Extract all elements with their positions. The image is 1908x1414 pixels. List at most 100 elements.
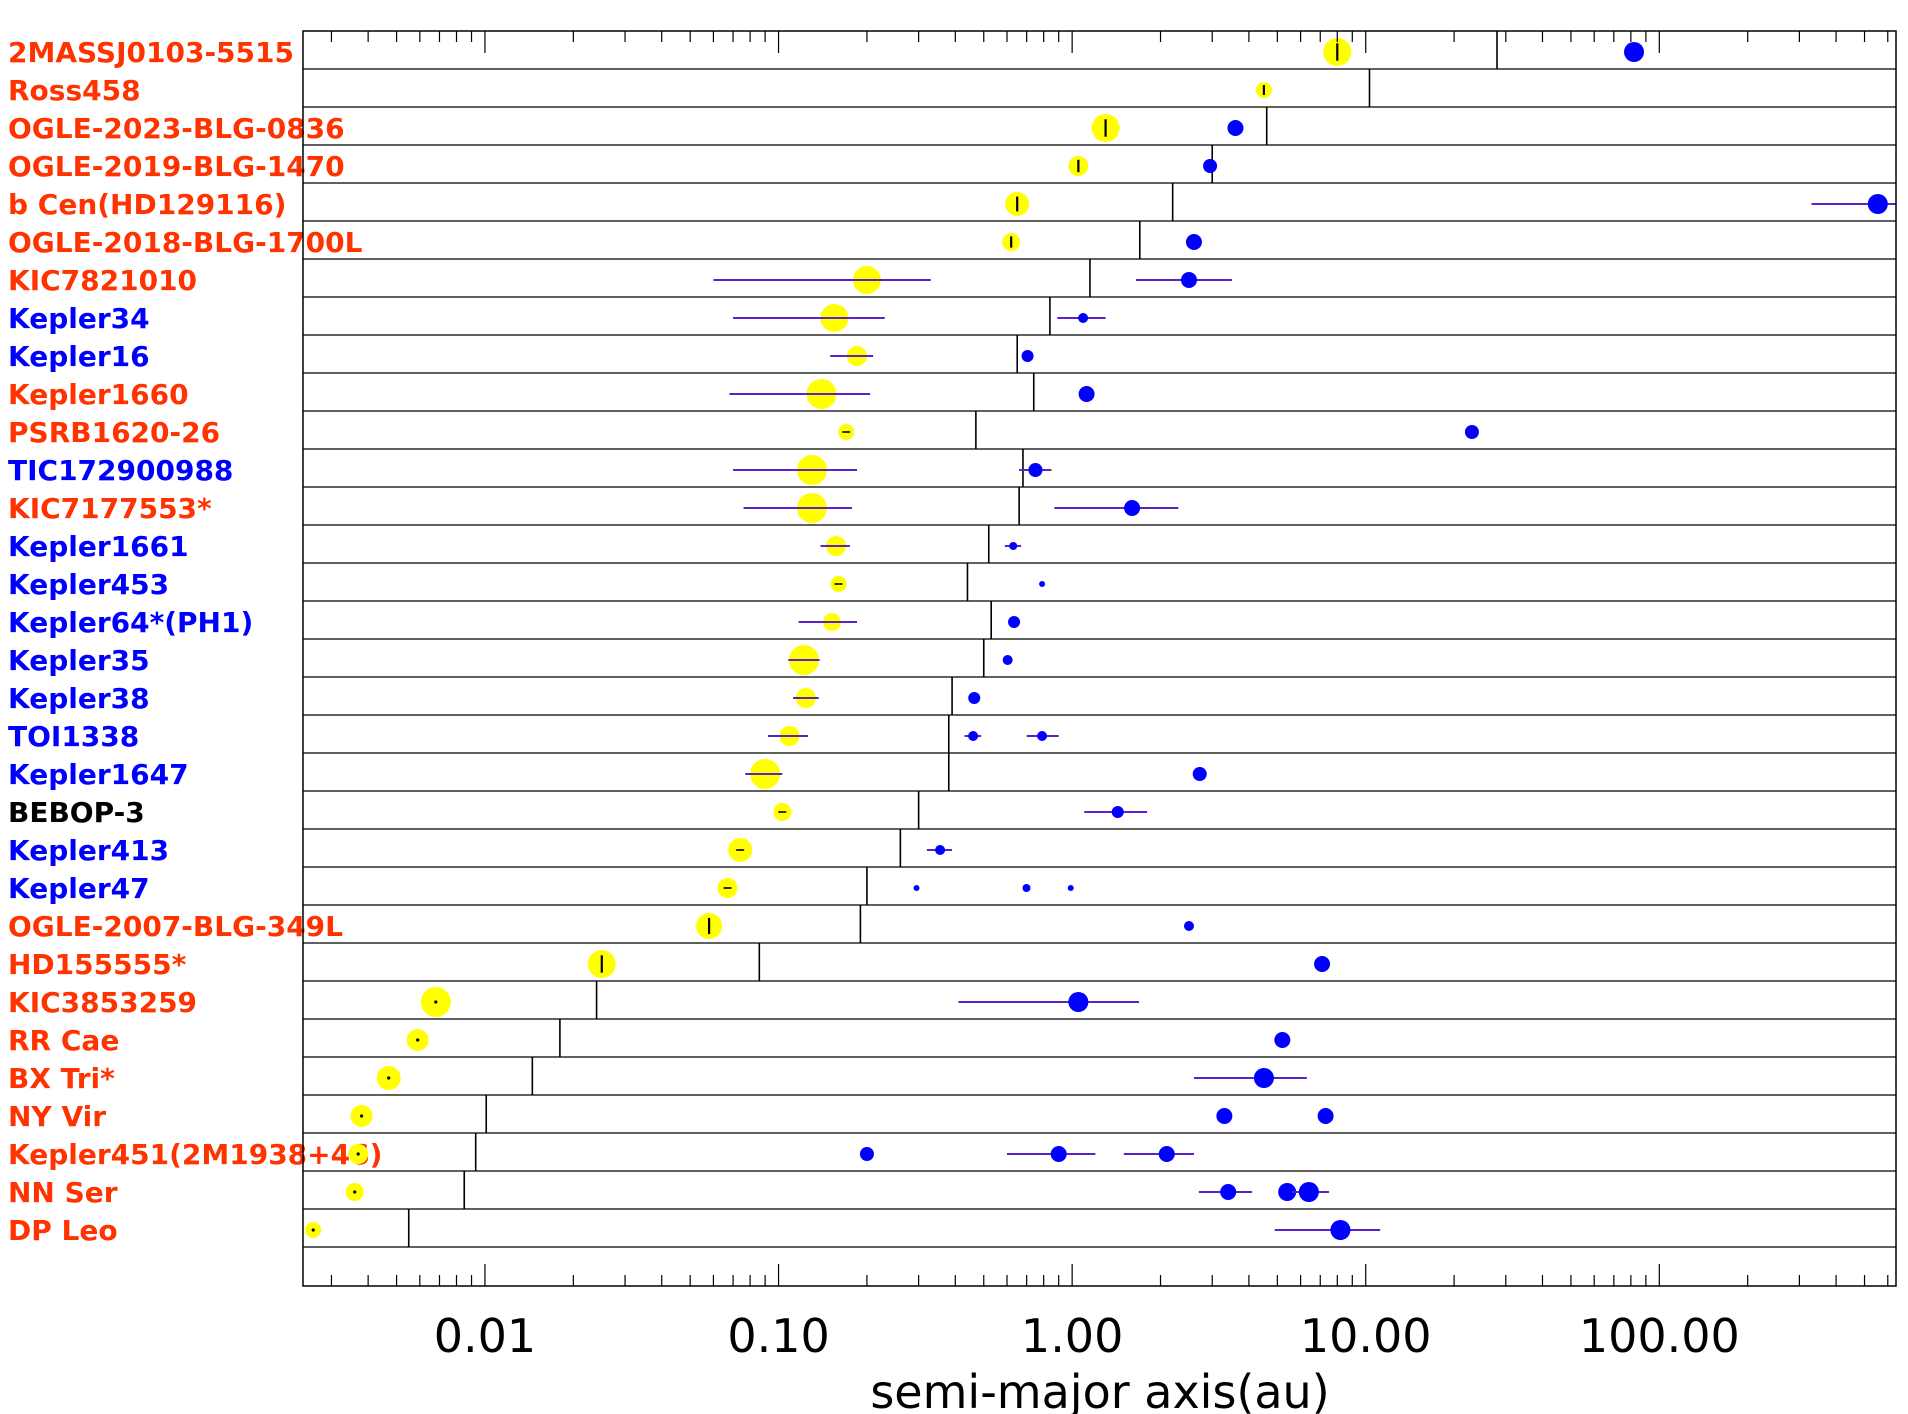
planet-marker <box>1216 1108 1233 1124</box>
planet-marker <box>1624 42 1645 62</box>
planet-marker <box>1002 655 1013 665</box>
star-width-mark <box>311 1228 315 1232</box>
planet-marker <box>1867 194 1888 214</box>
system-row: Kepler47 <box>8 867 1896 906</box>
planet-marker <box>1330 1220 1351 1240</box>
system-row: BX Tri* <box>8 1057 1896 1096</box>
system-row: Kepler16 <box>8 335 1896 374</box>
system-row: Kepler1647 <box>8 753 1896 792</box>
x-axis: 0.01 0.10 1.00 10.00 100.00 <box>330 31 1889 1363</box>
system-label: Kepler413 <box>8 834 169 867</box>
system-label: Kepler35 <box>8 644 150 677</box>
star-width-mark <box>356 1152 360 1156</box>
x-axis-title: semi-major axis(au) <box>870 1365 1329 1414</box>
system-row: KIC7177553* <box>8 487 1896 526</box>
planet-marker <box>1009 542 1018 550</box>
system-label: KIC7177553* <box>8 492 212 525</box>
system-label: Kepler1647 <box>8 758 189 791</box>
planet-marker <box>1183 921 1194 931</box>
system-row: Kepler1660 <box>8 373 1896 412</box>
planet-marker <box>1008 616 1021 628</box>
system-row: OGLE-2023-BLG-0836 <box>8 107 1896 146</box>
system-label: 2MASSJ0103-5515 <box>8 36 294 69</box>
system-row: Kepler35 <box>8 639 1896 678</box>
planet-marker <box>1039 581 1046 587</box>
system-label: PSRB1620-26 <box>8 416 220 449</box>
system-label: Kepler1661 <box>8 530 189 563</box>
system-label: OGLE-2018-BLG-1700L <box>8 226 363 259</box>
system-row: Kepler453 <box>8 563 1896 602</box>
x-tick-label: 0.10 <box>727 1309 829 1363</box>
x-tick-label: 1.00 <box>1021 1309 1123 1363</box>
planet-marker <box>913 885 920 891</box>
system-label: Kepler16 <box>8 340 150 373</box>
planet-marker <box>1111 806 1124 818</box>
planet-marker <box>1028 463 1043 477</box>
system-rows: 2MASSJ0103-5515 Ross458 OGLE-2023-BLG-0836… <box>8 31 1896 1248</box>
planet-marker <box>1278 1183 1297 1201</box>
system-label: b Cen(HD129116) <box>8 188 286 221</box>
system-row: Kepler413 <box>8 829 1896 868</box>
planet-marker <box>1185 234 1202 250</box>
system-label: OGLE-2019-BLG-1470 <box>8 150 345 183</box>
system-label: Kepler453 <box>8 568 169 601</box>
system-label: NY Vir <box>8 1100 106 1133</box>
system-row: NY Vir <box>8 1095 1896 1134</box>
system-row: PSRB1620-26 <box>8 411 1896 450</box>
system-row: RR Cae <box>8 1019 1896 1058</box>
planet-marker <box>1021 350 1034 362</box>
planet-marker <box>1037 731 1048 741</box>
planet-marker <box>1253 1068 1274 1088</box>
system-row: Kepler64*(PH1) <box>8 601 1896 640</box>
planet-marker <box>1022 884 1031 892</box>
system-label: Kepler47 <box>8 872 150 905</box>
star-width-mark <box>353 1190 357 1194</box>
planet-marker <box>968 731 979 741</box>
planet-marker <box>1180 272 1197 288</box>
planet-marker <box>1050 1146 1067 1162</box>
system-row: OGLE-2019-BLG-1470 <box>8 145 1896 184</box>
planet-marker <box>1298 1182 1319 1202</box>
system-label: TOI1338 <box>8 720 139 753</box>
star-width-mark <box>387 1076 391 1080</box>
planet-marker <box>1078 386 1095 402</box>
planet-marker <box>1314 956 1331 972</box>
planet-marker <box>1067 885 1074 891</box>
system-row: KIC7821010 <box>8 259 1896 298</box>
system-label: Kepler451(2M1938+46) <box>8 1138 382 1171</box>
system-label: RR Cae <box>8 1024 119 1057</box>
system-label: DP Leo <box>8 1214 118 1247</box>
system-label: Kepler1660 <box>8 378 189 411</box>
system-row: HD155555* <box>8 943 1896 982</box>
system-row: BEBOP-3 <box>8 791 1896 830</box>
system-label: OGLE-2007-BLG-349L <box>8 910 343 943</box>
planet-marker <box>1220 1184 1237 1200</box>
system-row: NN Ser <box>8 1171 1896 1210</box>
system-row: DP Leo <box>8 1209 1896 1248</box>
system-label: TIC172900988 <box>8 454 233 487</box>
planet-marker <box>1464 425 1479 439</box>
planet-marker <box>1124 500 1141 516</box>
x-tick-label: 0.01 <box>434 1309 536 1363</box>
planet-marker <box>1068 992 1089 1012</box>
system-row: Kepler451(2M1938+46) <box>8 1133 1896 1172</box>
system-label: Kepler64*(PH1) <box>8 606 253 639</box>
planet-marker <box>1203 159 1218 173</box>
x-tick-label: 100.00 <box>1579 1309 1740 1363</box>
planet-marker <box>859 1147 874 1161</box>
plot-frame <box>302 30 1897 1287</box>
star-width-mark <box>416 1038 420 1042</box>
system-label: BEBOP-3 <box>8 796 145 829</box>
planet-marker <box>1158 1146 1175 1162</box>
system-label: BX Tri* <box>8 1062 115 1095</box>
planet-marker <box>1274 1032 1291 1048</box>
system-row: OGLE-2007-BLG-349L <box>8 905 1896 944</box>
system-row: Ross458 <box>8 69 1896 108</box>
system-row: b Cen(HD129116) <box>8 183 1896 222</box>
system-row: Kepler38 <box>8 677 1896 716</box>
system-label: Kepler34 <box>8 302 150 335</box>
system-label: HD155555* <box>8 948 187 981</box>
planet-marker <box>1078 313 1089 323</box>
